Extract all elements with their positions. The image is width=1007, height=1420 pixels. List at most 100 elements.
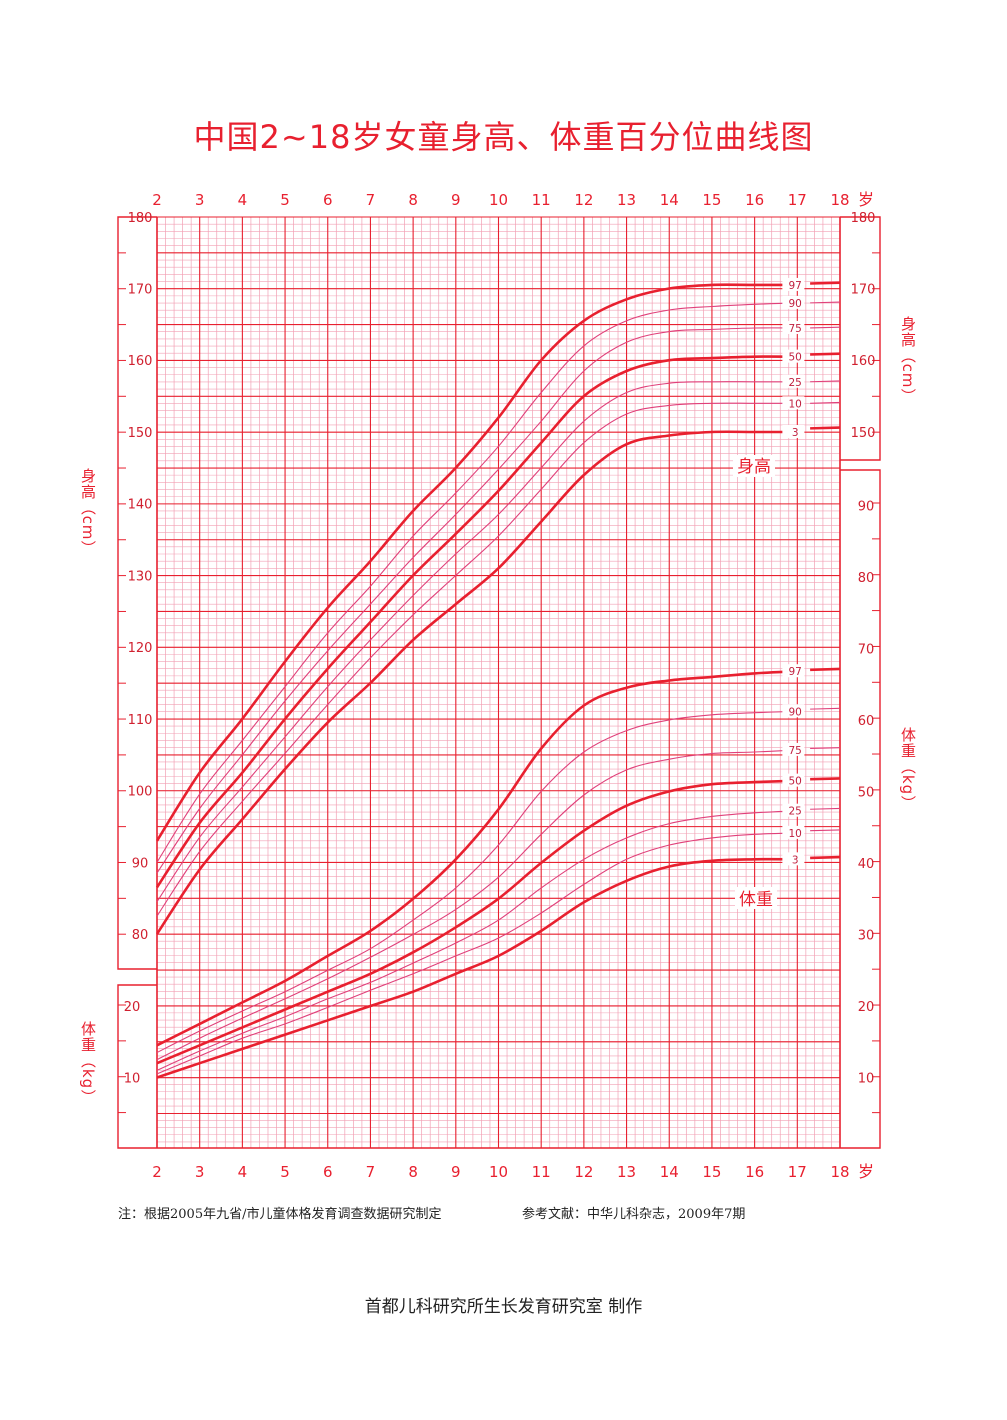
- x-tick-label-bottom: 9: [451, 1163, 461, 1181]
- x-tick-label-top: 14: [660, 191, 679, 209]
- height-curve-tail-p25: [810, 380, 841, 383]
- credit-line: 首都儿科研究所生长发育研究室 制作: [364, 1297, 643, 1317]
- x-tick-label-bottom: 12: [574, 1163, 593, 1181]
- height-curve-tail-p3: [810, 426, 841, 430]
- height-curve-label: 身高: [737, 457, 771, 477]
- x-unit-top: 岁: [858, 190, 874, 209]
- height-axis-title-left: 身高（cm）: [79, 468, 97, 557]
- x-tick-label-top: 17: [788, 191, 807, 209]
- height-tick-label-left: 160: [128, 354, 153, 369]
- height-curve-p3: [155, 430, 798, 935]
- x-tick-label-top: 6: [323, 191, 333, 209]
- x-tick-label-bottom: 3: [195, 1163, 205, 1181]
- x-tick-label-top: 4: [238, 191, 248, 209]
- x-tick-label-top: 10: [489, 191, 508, 209]
- weight-percentile-label-10: 10: [788, 828, 801, 840]
- x-tick-label-bottom: 4: [238, 1163, 248, 1181]
- weight-tick-label-right: 70: [858, 642, 875, 657]
- height-tick-label-right: 170: [851, 283, 876, 298]
- footnote-reference: 参考文献：中华儿科杂志，2009年7期: [522, 1207, 746, 1222]
- weight-curve-tail-p97: [810, 667, 841, 672]
- x-unit-bottom: 岁: [858, 1162, 874, 1181]
- height-curve-p50: [155, 355, 798, 889]
- weight-curve-p3: [156, 857, 798, 1079]
- x-tick-label-bottom: 8: [408, 1163, 418, 1181]
- x-tick-label-top: 12: [574, 191, 593, 209]
- weight-tick-label-right: 20: [858, 1000, 875, 1015]
- height-tick-label-left: 110: [128, 713, 153, 728]
- weight-percentile-label-50: 50: [788, 776, 801, 788]
- height-percentile-label-3: 3: [792, 427, 799, 439]
- weight-curve-label: 体重: [739, 890, 773, 910]
- height-percentile-label-10: 10: [788, 398, 801, 410]
- weight-curve-p90: [156, 710, 798, 1053]
- height-tick-label-left: 80: [132, 928, 149, 943]
- weight-tick-label-right: 40: [858, 857, 875, 872]
- height-axis-title-right: 身高（cm）: [899, 316, 917, 405]
- x-tick-label-bottom: 5: [280, 1163, 290, 1181]
- height-curve-tail-p10: [810, 401, 841, 404]
- weight-tick-label-left: 20: [124, 1000, 141, 1015]
- weight-curve-p50: [156, 779, 798, 1065]
- height-tick-label-left: 180: [128, 211, 153, 226]
- height-percentile-label-25: 25: [788, 377, 801, 389]
- height-curve-tail-p97: [810, 281, 841, 285]
- x-tick-label-bottom: 6: [323, 1163, 333, 1181]
- footnote-source: 注：根据2005年九省/市儿童体格发育调查数据研究制定: [118, 1207, 442, 1222]
- x-tick-label-top: 11: [532, 191, 551, 209]
- weight-curve-tail-p90: [810, 707, 841, 710]
- weight-tick-label-right: 30: [858, 928, 875, 943]
- weight-curve-tail-p25: [810, 807, 841, 810]
- x-tick-label-bottom: 11: [532, 1163, 551, 1181]
- x-tick-label-top: 7: [366, 191, 376, 209]
- height-tick-label-left: 140: [128, 498, 153, 513]
- weight-percentile-label-75: 75: [788, 745, 801, 757]
- weight-percentile-label-25: 25: [788, 806, 801, 818]
- weight-tick-label-right: 50: [858, 785, 875, 800]
- x-tick-label-bottom: 2: [152, 1163, 162, 1181]
- height-tick-label-left: 120: [128, 641, 153, 656]
- weight-percentile-label-3: 3: [792, 854, 799, 866]
- height-tick-label-right: 150: [851, 426, 876, 441]
- height-percentile-label-97: 97: [788, 280, 801, 292]
- x-tick-label-bottom: 7: [366, 1163, 376, 1181]
- height-tick-label-left: 90: [132, 856, 149, 871]
- weight-percentile-label-97: 97: [788, 666, 801, 678]
- weight-curve-tail-p10: [810, 829, 841, 832]
- height-curve-p90: [156, 302, 798, 863]
- height-curve-p97: [155, 283, 798, 842]
- x-tick-label-bottom: 13: [617, 1163, 636, 1181]
- weight-curve-p75: [156, 749, 798, 1061]
- x-tick-label-top: 8: [408, 191, 418, 209]
- height-tick-label-left: 150: [128, 426, 153, 441]
- x-tick-label-bottom: 15: [702, 1163, 721, 1181]
- weight-tick-label-left: 10: [124, 1072, 141, 1087]
- height-curve-p10: [156, 402, 798, 917]
- height-curve-p25: [156, 381, 798, 903]
- height-percentile-label-90: 90: [788, 298, 801, 310]
- height-tick-label-right: 180: [851, 211, 876, 226]
- x-tick-label-top: 18: [830, 191, 849, 209]
- weight-tick-label-right: 10: [858, 1072, 875, 1087]
- height-curve-tail-p75: [810, 326, 841, 329]
- chart-title: 中国2~18岁女童身高、体重百分位曲线图: [193, 118, 814, 156]
- weight-curve-p97: [156, 669, 798, 1047]
- height-tick-label-left: 170: [128, 283, 153, 298]
- x-tick-label-top: 2: [152, 191, 162, 209]
- height-curve-tail-p50: [810, 352, 841, 356]
- weight-curve-tail-p50: [810, 777, 841, 781]
- x-tick-label-top: 16: [745, 191, 764, 209]
- weight-curve-tail-p75: [810, 747, 841, 750]
- x-tick-label-bottom: 18: [830, 1163, 849, 1181]
- x-tick-label-bottom: 14: [660, 1163, 679, 1181]
- height-curve-p75: [156, 327, 798, 874]
- axis-frame: [117, 216, 881, 1149]
- weight-axis-title-left: 体重（kg）: [79, 1021, 97, 1105]
- x-tick-label-top: 13: [617, 191, 636, 209]
- height-percentile-label-50: 50: [788, 352, 801, 364]
- weight-axis-title-right: 体重（kg）: [899, 727, 917, 811]
- major-grid: [156, 216, 841, 1149]
- weight-curve-p25: [156, 810, 798, 1071]
- x-tick-label-top: 3: [195, 191, 205, 209]
